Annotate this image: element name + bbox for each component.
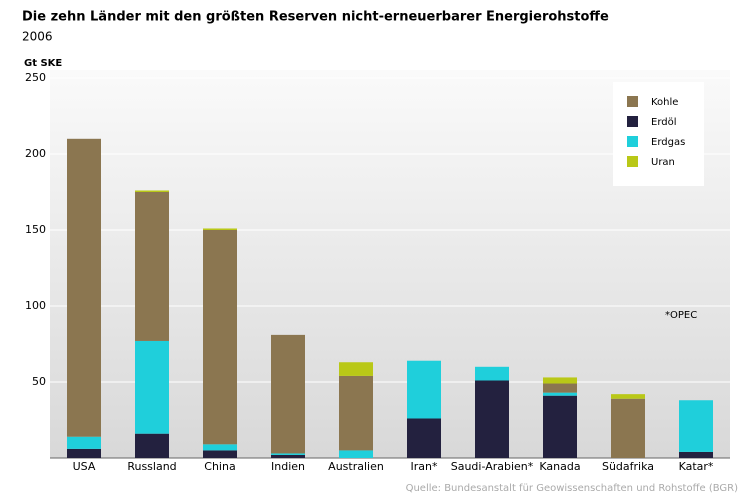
bar-segment (67, 448, 101, 458)
y-tick-label: 50 (32, 375, 46, 388)
x-tick-label: Russland (127, 460, 176, 473)
x-tick-label: Katar* (679, 460, 714, 473)
legend-label: Erdgas (651, 137, 685, 148)
bar-segment (271, 453, 305, 455)
bar-segment (339, 362, 373, 376)
x-tick-label: Saudi-Arabien* (451, 460, 534, 473)
bar-segment (679, 451, 713, 458)
bar-segment (203, 230, 237, 445)
bar-segment (407, 360, 441, 419)
legend-label: Uran (651, 157, 675, 168)
bar-segment (543, 383, 577, 393)
annotation: *OPEC (665, 310, 697, 321)
bar-segment (679, 400, 713, 452)
bar-segment (475, 380, 509, 458)
x-tick-label: Kanada (539, 460, 580, 473)
chart-subtitle: 2006 (22, 30, 53, 44)
bar-segment (135, 433, 169, 458)
legend-swatch (627, 156, 638, 167)
bar-segment (135, 192, 169, 341)
bar-segment (271, 454, 305, 458)
x-tick-label: USA (73, 460, 96, 473)
y-tick-label: 250 (25, 71, 46, 84)
source: Quelle: Bundesanstalt für Geowissenschaf… (406, 483, 739, 494)
bar-segment (475, 366, 509, 381)
bar-segment (339, 375, 373, 451)
bar-segment (203, 444, 237, 451)
x-tick-label: Australien (328, 460, 384, 473)
bar-segment (543, 392, 577, 396)
legend-swatch (627, 96, 638, 107)
bar-segment (543, 395, 577, 458)
y-axis-label: Gt SKE (24, 58, 62, 69)
bar-segment (339, 450, 373, 458)
bar-segment (271, 334, 305, 454)
legend-swatch (627, 116, 638, 127)
bar-segment (407, 418, 441, 458)
chart-title: Die zehn Länder mit den größten Reserven… (22, 10, 609, 25)
y-tick-label: 200 (25, 147, 46, 160)
legend-label: Erdöl (651, 117, 677, 128)
bar-segment (611, 394, 645, 399)
bar-segment (67, 138, 101, 437)
bar-segment (611, 398, 645, 458)
bar-segment (135, 340, 169, 434)
legend-swatch (627, 136, 638, 147)
x-tick-label: Iran* (411, 460, 438, 473)
y-tick-label: 150 (25, 223, 46, 236)
bar-segment (135, 190, 169, 192)
y-tick-label: 100 (25, 299, 46, 312)
bar-segment (203, 450, 237, 458)
bar-segment (543, 377, 577, 384)
bar-segment (67, 436, 101, 449)
legend-label: Kohle (651, 97, 678, 108)
x-tick-label: China (204, 460, 235, 473)
x-tick-label: Südafrika (602, 460, 654, 473)
x-tick-label: Indien (271, 460, 305, 473)
bar-segment (203, 228, 237, 230)
